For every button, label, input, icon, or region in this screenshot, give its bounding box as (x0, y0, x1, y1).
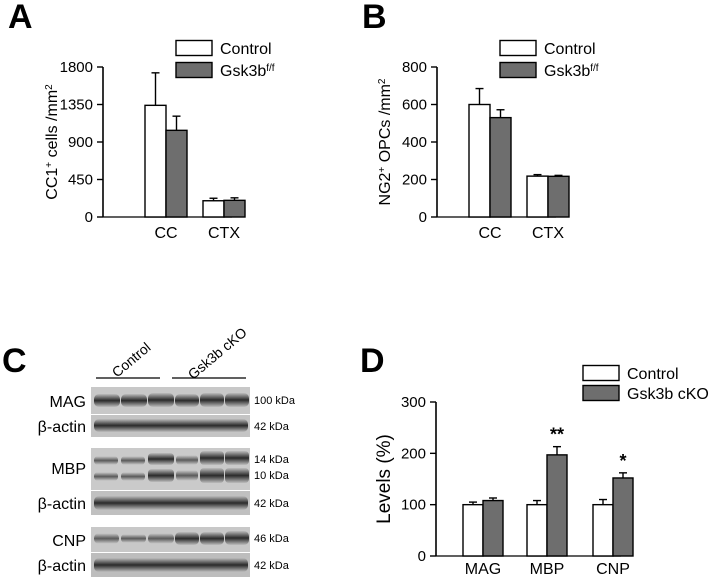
blot-label-actin-1: β-actin (38, 419, 86, 436)
kda-cnp: 46 kDa (254, 533, 290, 545)
blot-strip-actin-3 (91, 553, 250, 577)
a-legend-label: Control (220, 41, 272, 58)
blot-group-control: Control (109, 339, 154, 380)
b-ytick-label: 600 (402, 97, 427, 114)
a-ytick-label: 900 (68, 134, 93, 151)
d-bar-treated (546, 454, 568, 557)
d-ylabel: Levels (%) (374, 434, 395, 524)
d-significance: ** (550, 425, 564, 445)
kda-actin-1: 42 kDa (254, 421, 290, 433)
blot-strip-actin-1 (91, 415, 250, 437)
b-ytick-label: 800 (402, 59, 427, 76)
a-legend-swatch (175, 61, 213, 79)
blot-strip-mbp (91, 448, 250, 490)
a-ytick-label: 1350 (60, 97, 93, 114)
chart-d: 0 100 200 300 Levels (%) MAG MBP ** CNP * Control G… (374, 364, 709, 578)
panel-label-d: D (360, 342, 385, 380)
blot-label-actin-2: β-actin (38, 496, 86, 513)
b-bar-control (468, 103, 491, 218)
d-legend-label: Gsk3b cKO (627, 386, 709, 403)
kda-actin-3: 42 kDa (254, 560, 290, 572)
panel-label-b: B (362, 0, 387, 36)
blot-strip-actin-2 (91, 491, 250, 515)
blot-strip-cnp (91, 527, 250, 552)
panel-label-a: A (8, 0, 33, 36)
a-ytick-label: 450 (68, 172, 93, 189)
a-legend-label: Gsk3bf/f (220, 63, 275, 81)
d-bar-treated (482, 499, 504, 557)
d-legend-swatch (582, 384, 620, 402)
kda-mag: 100 kDa (254, 395, 296, 407)
b-bar-treated (547, 175, 570, 218)
kda-actin-2: 42 kDa (254, 498, 290, 510)
b-ytick-label: 200 (402, 172, 427, 189)
a-bar-treated (223, 199, 246, 218)
chart-b: 0 200 400 600 800 NG2+ OPCs /mm2 CC CTX Control G… (377, 39, 599, 242)
a-ytick-label: 0 (85, 209, 93, 226)
b-ytick-label: 0 (419, 209, 427, 226)
western-blot: Control Gsk3b cKO (38, 324, 296, 577)
panel-label-c: C (2, 342, 27, 380)
blot-strip-mag (91, 387, 250, 414)
d-ytick-label: 100 (401, 497, 426, 514)
a-bar-control (144, 104, 167, 218)
blot-label-cnp: CNP (52, 533, 86, 550)
d-category-label: CNP (596, 561, 630, 578)
b-legend-swatch (499, 61, 537, 79)
blot-group-gsk3b-cko: Gsk3b cKO (185, 324, 250, 382)
a-category-label: CTX (208, 225, 240, 242)
blot-label-mbp: MBP (51, 461, 86, 478)
d-bar-control (462, 503, 484, 557)
d-ytick-label: 300 (401, 394, 426, 411)
a-bar-control (202, 200, 225, 218)
blot-label-mag: MAG (50, 394, 86, 411)
b-ylabel: NG2+ OPCs /mm2 (377, 78, 395, 205)
d-legend-swatch (582, 364, 620, 382)
blot-label-actin-3: β-actin (38, 558, 86, 575)
d-ytick-label: 0 (418, 548, 426, 565)
d-significance: * (619, 451, 626, 471)
b-bar-control (526, 175, 549, 218)
d-bar-control (526, 503, 548, 557)
d-bar-control (592, 503, 614, 557)
a-legend-swatch (175, 39, 213, 57)
d-ytick-label: 200 (401, 445, 426, 462)
b-legend-swatch (499, 39, 537, 57)
a-ytick-label: 1800 (60, 59, 93, 76)
b-category-label: CTX (532, 225, 564, 242)
a-ylabel: CC1+ cells /mm2 (44, 84, 62, 200)
d-category-label: MAG (465, 561, 501, 578)
chart-a: 0 450 900 1350 1800 CC1+ cells /mm2 CC CTX Contr… (44, 39, 275, 242)
kda-mbp-10: 10 kDa (254, 470, 290, 482)
a-category-label: CC (154, 225, 177, 242)
d-legend-label: Control (627, 366, 679, 383)
b-bar-treated (489, 116, 512, 218)
kda-mbp-14: 14 kDa (254, 454, 290, 466)
b-ytick-label: 400 (402, 134, 427, 151)
b-category-label: CC (478, 225, 501, 242)
d-bar-treated (612, 477, 634, 557)
a-bar-treated (165, 129, 188, 218)
d-category-label: MBP (530, 561, 565, 578)
b-legend-label: Gsk3bf/f (544, 63, 599, 81)
b-legend-label: Control (544, 41, 596, 58)
